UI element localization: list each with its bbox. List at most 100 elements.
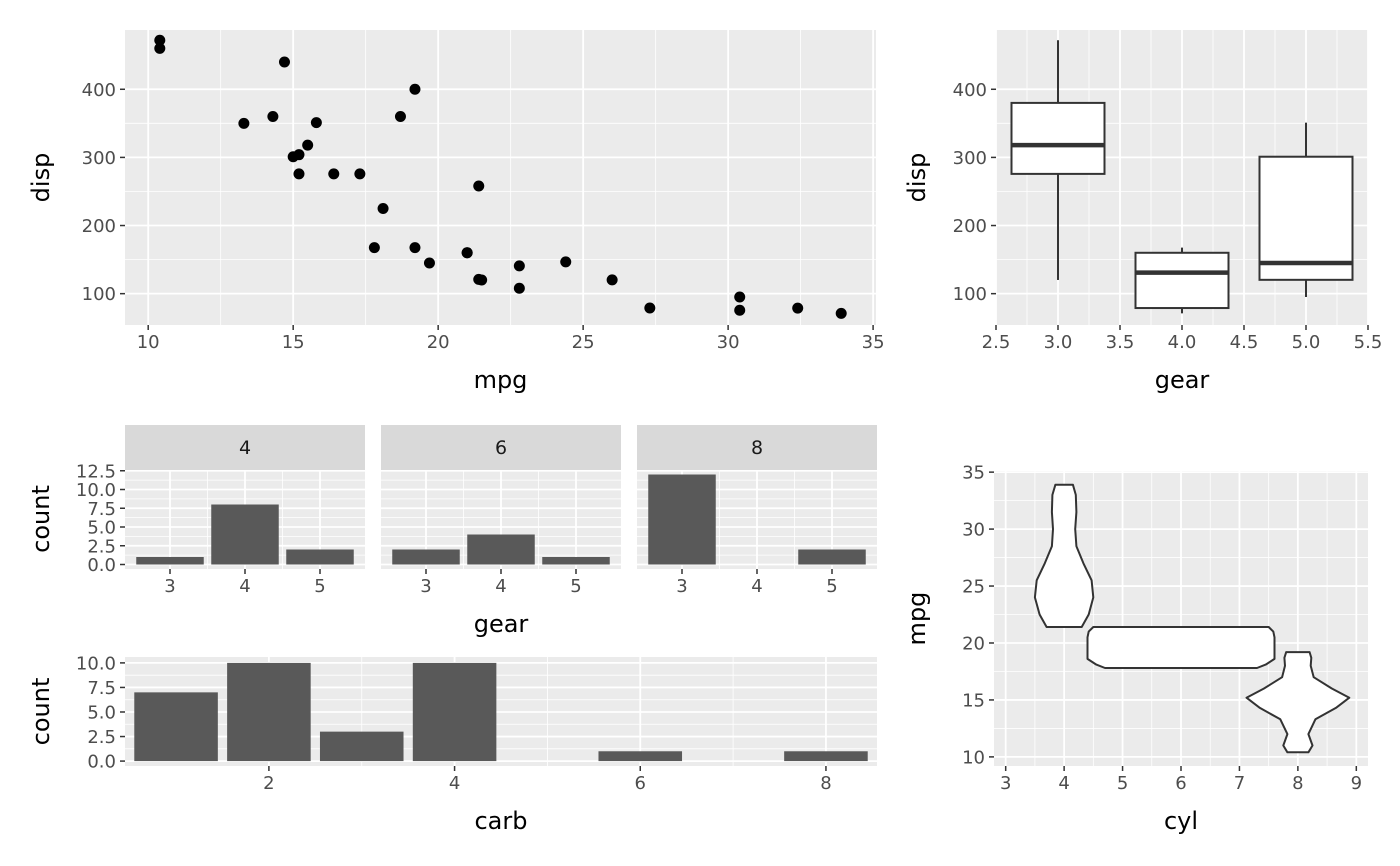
carb-y-tick-label: 0.0 — [87, 752, 116, 773]
scatter-point — [154, 34, 166, 46]
scatter-point — [560, 256, 572, 268]
boxplot-y-tick-label: 200 — [953, 216, 987, 237]
carb-x-tick-label: 8 — [820, 773, 831, 794]
scatter-point — [734, 304, 746, 316]
facet-strip — [125, 425, 365, 470]
carb-bar — [319, 731, 404, 762]
facet-y-tick-label: 7.5 — [87, 499, 116, 520]
scatter-point — [278, 56, 290, 68]
violin-y-axis-title: mpg — [903, 592, 931, 646]
scatter-point — [238, 117, 250, 129]
carb-y-tick-label: 2.5 — [87, 727, 116, 748]
boxplot-y-tick-label: 100 — [953, 284, 987, 305]
boxplot-x-tick-label: 4.0 — [1168, 332, 1197, 353]
facet-8-x-tick-label: 5 — [826, 576, 837, 597]
facet-strip-label: 4 — [239, 437, 251, 459]
scatter-y-tick-label: 200 — [82, 216, 116, 237]
boxplot-y-tick-label: 300 — [953, 148, 987, 169]
violin-x-tick-label: 3 — [1000, 773, 1011, 794]
carb-x-tick-label: 2 — [263, 773, 274, 794]
violin-y-tick-label: 25 — [962, 577, 985, 598]
violin-x-tick-label: 9 — [1351, 773, 1362, 794]
boxplot-x-tick-label: 3.5 — [1106, 332, 1135, 353]
scatter-point — [154, 42, 166, 54]
facet-strip — [637, 425, 877, 470]
facet-strip-label: 8 — [751, 437, 763, 459]
carb-x-tick-label: 6 — [635, 773, 646, 794]
facet-6-x-tick-label: 3 — [420, 576, 431, 597]
scatter-x-tick-label: 30 — [717, 332, 740, 353]
boxplot-x-axis-title: gear — [1155, 366, 1210, 394]
scatter-point — [792, 302, 804, 314]
facet-strip-label: 6 — [495, 437, 507, 459]
scatter-point — [287, 151, 299, 163]
faceted-bar-chart-gear-count: 4 3 4 5 6 3 4 5 8 3 4 5 0.02.55.07.510.012.5 gear coun… — [27, 425, 877, 638]
facet-8-x-tick-label: 4 — [751, 576, 762, 597]
scatter-x-tick-label: 15 — [282, 332, 305, 353]
scatter-y-tick-label: 300 — [82, 148, 116, 169]
facet-bar — [542, 557, 610, 565]
scatter-point — [409, 83, 421, 95]
scatter-x-tick-label: 35 — [862, 332, 885, 353]
scatter-point — [606, 274, 618, 286]
violin-y-tick-label: 30 — [962, 520, 985, 541]
boxplot-gear-disp: 2.5 3.0 3.5 4.0 4.5 5.0 5.5 100 200 300 400 gear dis… — [903, 30, 1382, 394]
boxplot-y-axis-title: disp — [903, 153, 931, 203]
scatter-point — [409, 242, 421, 254]
violin-plot-cyl-mpg: 3 4 5 6 7 8 9 10 15 20 25 30 35 cyl mpg — [903, 463, 1368, 835]
scatter-point — [302, 139, 314, 151]
carb-x-tick-label: 4 — [449, 773, 460, 794]
carb-bar — [134, 692, 218, 762]
boxplot-box — [1258, 155, 1354, 281]
scatter-y-tick-label: 100 — [82, 284, 116, 305]
violin-y-tick-label: 10 — [962, 747, 985, 768]
facet-bar — [286, 549, 354, 565]
scatter-point — [734, 291, 746, 303]
scatter-point — [461, 247, 473, 259]
boxplot-x-tick-label: 4.5 — [1230, 332, 1259, 353]
carb-bar — [598, 751, 683, 762]
boxplot-box — [1134, 251, 1230, 310]
facet-8-x-tick-label: 3 — [676, 576, 687, 597]
scatter-point — [310, 117, 322, 129]
scatter-point — [644, 302, 656, 314]
scatter-point — [835, 307, 847, 319]
facet-y-axis-title: count — [27, 485, 55, 553]
facet-y-tick-label: 5.0 — [87, 518, 116, 539]
scatter-y-axis-title: disp — [27, 153, 55, 203]
violin-y-tick-label: 20 — [962, 633, 985, 654]
carb-y-tick-label: 10.0 — [76, 653, 116, 674]
scatter-point — [513, 282, 525, 294]
scatter-point — [473, 180, 485, 192]
facet-y-tick-label: 12.5 — [76, 461, 116, 482]
scatter-point — [354, 168, 366, 180]
scatter-point — [293, 168, 305, 180]
facet-bar — [467, 534, 535, 565]
scatter-panel-background — [125, 30, 876, 325]
facet-strip — [381, 425, 621, 470]
facet-bar — [136, 557, 204, 565]
violin-y-tick-label: 15 — [962, 690, 985, 711]
scatter-point — [513, 260, 525, 272]
facet-y-tick-label: 0.0 — [87, 555, 116, 576]
carb-bar — [227, 662, 311, 762]
carb-bar — [412, 662, 497, 762]
facet-4-x-tick-label: 4 — [239, 576, 250, 597]
facet-bar — [211, 504, 279, 565]
scatter-point — [377, 202, 389, 214]
facet-bar — [798, 549, 866, 565]
bar-chart-carb-count: 2 4 6 8 0.0 2.5 5.0 7.5 10.0 carb count — [27, 653, 877, 835]
carb-bar — [784, 751, 868, 762]
violin-x-axis-title: cyl — [1164, 807, 1198, 835]
facet-y-tick-label: 10.0 — [76, 480, 116, 501]
scatter-point — [328, 168, 340, 180]
scatter-point — [267, 111, 279, 123]
facet-6-x-tick-label: 5 — [570, 576, 581, 597]
boxplot-x-tick-label: 3.0 — [1044, 332, 1073, 353]
scatter-x-tick-label: 20 — [427, 332, 450, 353]
facet-6-x-tick-label: 4 — [495, 576, 506, 597]
violin-x-tick-label: 4 — [1058, 773, 1069, 794]
violin-shape — [1086, 626, 1276, 669]
facet-x-axis-title: gear — [474, 610, 529, 638]
